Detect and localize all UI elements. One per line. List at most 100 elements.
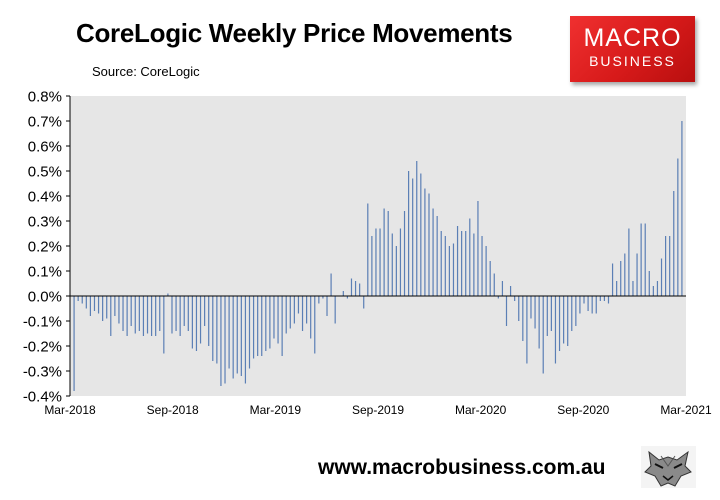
bar bbox=[501, 281, 504, 296]
bar bbox=[126, 296, 128, 336]
bar bbox=[326, 296, 328, 316]
y-tick-label: 0.6% bbox=[28, 139, 62, 156]
bar bbox=[334, 296, 336, 324]
bar bbox=[534, 296, 536, 329]
bar bbox=[546, 296, 548, 336]
bar bbox=[444, 236, 446, 296]
x-axis-ticks: Mar-2018 Sep-2018 Mar-2019 Sep-2019 Mar-2020… bbox=[44, 403, 712, 417]
bar bbox=[420, 173, 422, 296]
bar bbox=[591, 296, 593, 314]
y-tick-label: 0.3% bbox=[28, 214, 62, 231]
bar bbox=[575, 296, 577, 326]
bar bbox=[599, 296, 601, 301]
bar bbox=[204, 296, 206, 326]
x-tick-label: Sep-2019 bbox=[352, 403, 404, 417]
bar bbox=[97, 296, 100, 314]
bar bbox=[289, 296, 291, 329]
bar bbox=[448, 246, 450, 296]
bar bbox=[432, 208, 434, 296]
y-tick-label: -0.1% bbox=[23, 314, 62, 331]
bar bbox=[461, 231, 463, 296]
bar bbox=[359, 283, 361, 296]
bar bbox=[640, 223, 642, 296]
bar bbox=[93, 296, 96, 311]
bar bbox=[436, 216, 438, 296]
bar bbox=[155, 296, 157, 336]
bar bbox=[318, 296, 320, 304]
bar bbox=[330, 273, 332, 296]
bar bbox=[261, 296, 263, 356]
bar bbox=[199, 296, 202, 344]
bar bbox=[273, 296, 275, 339]
bar bbox=[611, 263, 614, 296]
bar bbox=[175, 296, 177, 331]
bar bbox=[228, 296, 230, 369]
y-tick-label: 0.0% bbox=[28, 289, 62, 306]
macrobusiness-logo: MACRO BUSINESS bbox=[570, 16, 695, 82]
bar bbox=[660, 258, 663, 296]
logo-line-macro: MACRO bbox=[583, 24, 682, 52]
bar bbox=[403, 211, 406, 296]
x-tick-label: Sep-2018 bbox=[147, 403, 199, 417]
bar bbox=[187, 296, 189, 331]
bar bbox=[395, 246, 397, 296]
y-tick-label: 0.7% bbox=[28, 114, 62, 131]
y-axis-ticks: 0.8% 0.7% 0.6% 0.5% 0.4% 0.3% 0.2% 0.1% 0.0% -0.1… bbox=[23, 89, 70, 406]
bar bbox=[673, 191, 675, 296]
bar bbox=[583, 296, 585, 304]
y-tick-label: 0.5% bbox=[28, 164, 62, 181]
bar bbox=[122, 296, 124, 331]
bar bbox=[522, 296, 524, 341]
bar bbox=[130, 296, 132, 326]
source-label: Source: CoreLogic bbox=[92, 64, 200, 79]
bar bbox=[550, 296, 552, 331]
bar bbox=[456, 226, 459, 296]
bar bbox=[171, 296, 173, 334]
bar bbox=[665, 236, 667, 296]
bar bbox=[252, 296, 255, 359]
bar bbox=[142, 296, 145, 336]
bar bbox=[391, 233, 393, 296]
bar bbox=[208, 296, 210, 346]
y-tick-label: 0.1% bbox=[28, 264, 62, 281]
bar bbox=[257, 296, 259, 356]
bar bbox=[603, 296, 606, 301]
bar bbox=[363, 296, 365, 309]
bar bbox=[134, 296, 136, 334]
bar bbox=[656, 281, 659, 296]
bar bbox=[240, 296, 242, 376]
bar bbox=[212, 296, 214, 361]
bar bbox=[428, 193, 430, 296]
bar bbox=[542, 296, 544, 374]
bar bbox=[485, 246, 487, 296]
bar bbox=[375, 228, 377, 296]
bar bbox=[77, 296, 79, 301]
bar bbox=[587, 296, 589, 311]
bar bbox=[220, 296, 222, 386]
y-tick-label: 0.8% bbox=[28, 89, 62, 106]
bar bbox=[579, 296, 581, 314]
bar bbox=[285, 296, 287, 334]
y-tick-label: 0.4% bbox=[28, 189, 62, 206]
bar bbox=[167, 293, 169, 296]
bar bbox=[563, 296, 565, 344]
bar bbox=[518, 296, 520, 321]
x-tick-label: Mar-2020 bbox=[455, 403, 507, 417]
bar bbox=[465, 231, 467, 296]
bar bbox=[179, 296, 181, 336]
y-tick-label: -0.3% bbox=[23, 364, 62, 381]
bar bbox=[493, 273, 495, 296]
plot-area bbox=[70, 96, 686, 396]
bar bbox=[452, 243, 455, 296]
bar bbox=[558, 296, 561, 351]
x-tick-label: Mar-2019 bbox=[250, 403, 302, 417]
bar bbox=[81, 296, 83, 304]
bar bbox=[408, 171, 410, 296]
bar bbox=[102, 296, 104, 321]
bar-chart: 0.8% 0.7% 0.6% 0.5% 0.4% 0.3% 0.2% 0.1% 0.0% -0.1… bbox=[23, 89, 712, 418]
bar bbox=[277, 296, 279, 344]
x-tick-label: Sep-2020 bbox=[557, 403, 609, 417]
bar bbox=[497, 296, 499, 299]
bar bbox=[244, 296, 247, 384]
bar bbox=[628, 228, 630, 296]
